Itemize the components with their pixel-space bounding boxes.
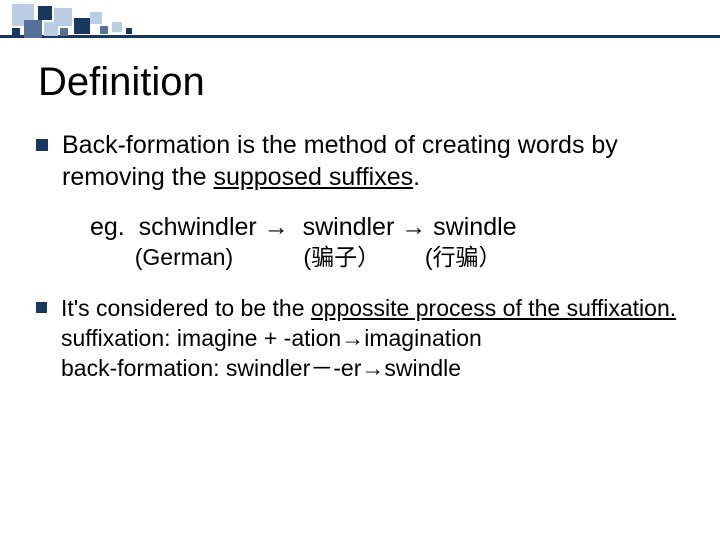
slide-body: Back-formation is the method of creating…: [36, 129, 684, 384]
bullet-1: Back-formation is the method of creating…: [36, 129, 684, 193]
bullet-1-post: .: [413, 163, 420, 191]
deco-square: [60, 28, 68, 36]
bullet-2-line4: back-formation: swindler－-er→swindle: [61, 355, 461, 381]
header-rule: [0, 35, 720, 38]
deco-square: [126, 28, 132, 34]
example-line-1: eg. schwindler → swindler → swindle: [90, 211, 684, 243]
bullet-2: It's considered to be the oppossite proc…: [36, 294, 684, 384]
deco-square: [74, 18, 90, 34]
bullet-1-text: Back-formation is the method of creating…: [62, 129, 684, 193]
bullet-2-underlined: oppossite process of the suffixation.: [311, 295, 676, 321]
deco-square: [90, 12, 102, 24]
deco-square: [112, 22, 122, 32]
square-bullet-icon: [36, 139, 48, 151]
deco-square: [38, 6, 52, 20]
deco-square: [100, 26, 108, 34]
example-block: eg. schwindler → swindler → swindle (Ger…: [90, 211, 684, 272]
bullet-1-underlined: supposed suffixes: [213, 163, 413, 191]
deco-square: [24, 20, 42, 38]
bullet-2-pre: It's considered to be the: [61, 295, 311, 321]
deco-square: [12, 28, 20, 36]
example-line-2: (German) (骗子） (行骗）: [90, 243, 684, 272]
deco-square: [54, 8, 72, 26]
square-bullet-icon: [36, 302, 47, 313]
bullet-2-text: It's considered to be the oppossite proc…: [61, 294, 684, 384]
slide-content: Definition Back-formation is the method …: [0, 46, 720, 540]
slide-title: Definition: [38, 60, 684, 105]
slide-header-decoration: [0, 0, 720, 44]
bullet-2-line3: suffixation: imagine + -ation→imaginatio…: [61, 325, 482, 351]
